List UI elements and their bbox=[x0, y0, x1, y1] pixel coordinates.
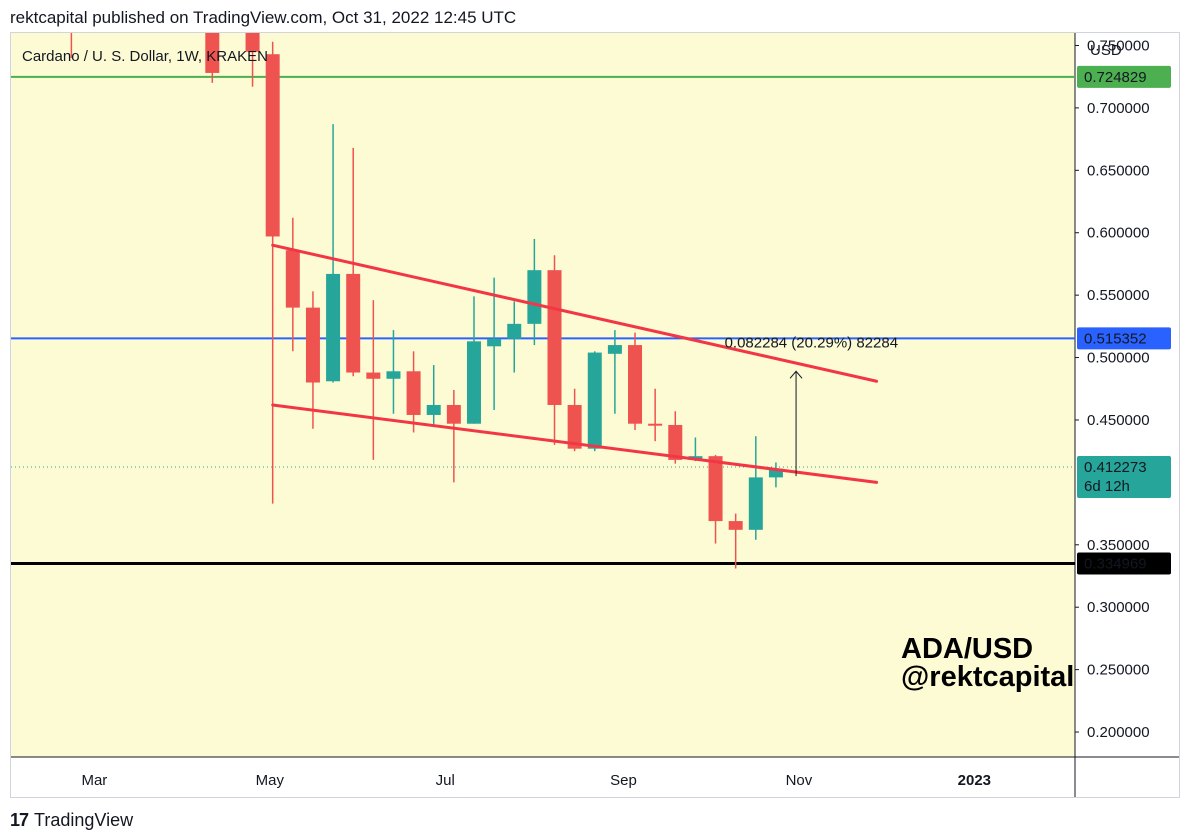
current-price-box bbox=[1077, 456, 1171, 499]
candle-body bbox=[326, 273, 341, 382]
footer-brand: TradingView bbox=[34, 810, 134, 830]
chart-panel[interactable]: 0.750000 0.700000 0.650000 0.600000 0.550000… bbox=[10, 32, 1180, 798]
time-tick-label: Nov bbox=[786, 772, 813, 789]
price-labels: 0.724829 0.515352 0.334969 0.412273 6d 12h bbox=[1077, 65, 1171, 575]
price-label-box bbox=[1077, 552, 1171, 575]
candle-body bbox=[567, 404, 582, 449]
price-label-text: 0.724829 bbox=[1084, 69, 1147, 86]
candle-body bbox=[265, 54, 280, 237]
candle-body bbox=[547, 270, 562, 405]
candle-body bbox=[587, 352, 602, 449]
plot-background bbox=[11, 33, 1075, 757]
candle-body bbox=[386, 371, 401, 379]
time-tick-label: Mar bbox=[81, 772, 107, 789]
price-tick-label: 0.300000 bbox=[1087, 599, 1150, 616]
price-label-text: 0.515352 bbox=[1084, 330, 1147, 347]
price-tick-label: 0.600000 bbox=[1087, 225, 1150, 242]
price-tick-label: 0.500000 bbox=[1087, 350, 1150, 367]
watermark-author: @rektcapital bbox=[901, 661, 1075, 693]
candle-body bbox=[487, 338, 502, 347]
candle-body bbox=[668, 424, 683, 460]
time-axis-background bbox=[11, 757, 1075, 797]
time-tick-label: May bbox=[256, 772, 285, 789]
candle-body bbox=[346, 273, 361, 373]
candle-body bbox=[446, 404, 461, 424]
candle-body bbox=[466, 341, 481, 424]
candlestick-chart[interactable]: 0.750000 0.700000 0.650000 0.600000 0.550000… bbox=[11, 33, 1179, 797]
horizontal-levels bbox=[11, 75, 1075, 566]
price-tick-label: 0.200000 bbox=[1087, 724, 1150, 741]
symbol-title: Cardano / U. S. Dollar, 1W, KRAKEN bbox=[22, 48, 268, 65]
candle-body bbox=[366, 372, 381, 379]
tradingview-logo-icon: 17 bbox=[10, 810, 29, 830]
footer: 17 TradingView bbox=[10, 810, 133, 831]
candle-body bbox=[205, 33, 220, 73]
price-tick-label: 0.550000 bbox=[1087, 287, 1150, 304]
price-label-text: 0.334969 bbox=[1084, 556, 1147, 573]
watermark-pair: ADA/USD bbox=[901, 633, 1034, 665]
price-label-box bbox=[1077, 65, 1171, 88]
time-tick-label: Sep bbox=[610, 772, 637, 789]
candle-body bbox=[748, 477, 763, 530]
price-tick-label: 0.650000 bbox=[1087, 162, 1150, 179]
trendline bbox=[271, 403, 879, 484]
measure-tool: 0.082284 (20.29%) 82284 bbox=[725, 334, 898, 477]
candle-body bbox=[728, 521, 743, 530]
time-tick-label: 2023 bbox=[958, 772, 991, 789]
price-label-box bbox=[1077, 327, 1171, 350]
candle-body bbox=[426, 404, 441, 415]
candle-body bbox=[245, 33, 260, 52]
candle-body bbox=[527, 270, 542, 324]
trendlines bbox=[271, 243, 879, 484]
countdown-text: 6d 12h bbox=[1084, 478, 1130, 495]
time-axis-ticks: Mar May Jul Sep Nov 2023 bbox=[81, 772, 991, 789]
measure-arrow-head bbox=[789, 370, 803, 379]
current-price-text: 0.412273 bbox=[1084, 459, 1147, 476]
price-axis-background bbox=[1075, 33, 1179, 797]
price-tick-label: 0.450000 bbox=[1087, 412, 1150, 429]
currency-label: USD bbox=[1090, 42, 1122, 59]
price-tick-label: 0.750000 bbox=[1087, 37, 1150, 54]
candle-body bbox=[768, 468, 783, 478]
candles bbox=[70, 33, 783, 569]
publish-info: rektcapital published on TradingView.com… bbox=[10, 8, 517, 27]
candle-body bbox=[507, 323, 522, 339]
price-axis-ticks: 0.750000 0.700000 0.650000 0.600000 0.550000… bbox=[1075, 37, 1150, 741]
candle-body bbox=[628, 345, 643, 424]
candle-body bbox=[607, 345, 622, 354]
candle-body bbox=[305, 307, 320, 383]
trendline bbox=[271, 243, 879, 383]
price-tick-label: 0.350000 bbox=[1087, 537, 1150, 554]
price-tick-label: 0.700000 bbox=[1087, 100, 1150, 117]
candle-body bbox=[708, 456, 723, 522]
measure-label: 0.082284 (20.29%) 82284 bbox=[725, 334, 898, 351]
candle-body bbox=[406, 371, 421, 415]
candle-body bbox=[285, 250, 300, 308]
candle-body bbox=[648, 423, 663, 426]
price-tick-label: 0.250000 bbox=[1087, 662, 1150, 679]
time-tick-label: Jul bbox=[436, 772, 455, 789]
